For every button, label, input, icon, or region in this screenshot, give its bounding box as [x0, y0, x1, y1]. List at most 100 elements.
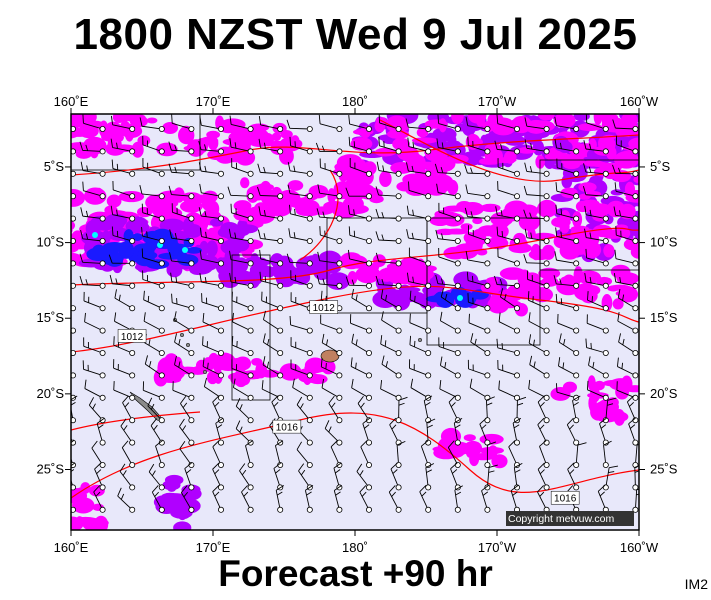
- wind-barb: [420, 440, 432, 468]
- wind-barb: [556, 158, 580, 177]
- wind-barb: [406, 229, 432, 244]
- lon-tick-label: 160˚W: [620, 540, 659, 555]
- wind-barb: [345, 187, 372, 200]
- lat-tick-label: 15˚S: [650, 310, 678, 325]
- wind-barb: [141, 203, 165, 222]
- wind-barb: [406, 162, 432, 177]
- wind-barb: [362, 417, 372, 446]
- wind-barb: [539, 440, 550, 468]
- wind-barb: [229, 250, 254, 267]
- wind-barb: [212, 395, 224, 424]
- wind-barb: [82, 181, 106, 200]
- wind-barb: [171, 203, 195, 222]
- rain-peak: [457, 295, 463, 301]
- wind-barb: [632, 488, 639, 513]
- wind-barb: [554, 116, 580, 133]
- wind-barb: [351, 288, 372, 312]
- wind-barb: [496, 226, 521, 244]
- wind-barb: [613, 273, 639, 289]
- wind-barb: [405, 118, 432, 133]
- wind-barb: [395, 396, 408, 424]
- wind-barb: [80, 229, 106, 244]
- wind-barb: [198, 140, 224, 155]
- wind-barb: [84, 312, 106, 334]
- wind-barb: [407, 137, 432, 155]
- wind-barb: [202, 312, 224, 334]
- wind-barb: [287, 184, 313, 200]
- wind-barb: [71, 327, 76, 334]
- wind-barb: [380, 335, 402, 356]
- wind-barb: [616, 381, 639, 401]
- wind-barb: [618, 333, 639, 356]
- wind-barb: [79, 253, 106, 267]
- wind-barb: [464, 207, 491, 222]
- wind-barb: [232, 378, 254, 401]
- small-island: [202, 369, 208, 375]
- lat-tick-label: 5˚S: [44, 159, 65, 174]
- wind-barb: [71, 126, 76, 132]
- wind-barb: [257, 186, 284, 200]
- small-island: [185, 342, 191, 348]
- wind-barb: [274, 440, 284, 468]
- wind-barb: [390, 462, 402, 491]
- lon-tick-label: 170˚E: [196, 540, 231, 555]
- wind-barb: [406, 272, 432, 289]
- wind-barb: [496, 338, 521, 356]
- wind-barb: [111, 226, 136, 244]
- wind-barb: [375, 252, 402, 267]
- wind-barb: [229, 138, 254, 155]
- wind-barb: [148, 463, 165, 491]
- wind-barb: [113, 381, 136, 401]
- wind-barb: [587, 380, 609, 401]
- wind-barb: [584, 205, 609, 222]
- wind-barb: [263, 310, 284, 334]
- wind-barb: [321, 333, 343, 356]
- wind-barb: [275, 485, 285, 513]
- wind-barb: [527, 291, 550, 312]
- axis-ticks: 160˚E 160˚E 170˚E 170˚E 180˚ 180˚ 170˚W 170˚W 16…: [37, 94, 678, 555]
- wind-barb: [348, 226, 372, 244]
- wind-barb: [617, 288, 639, 312]
- wind-barb: [453, 418, 463, 446]
- wind-barb: [228, 228, 254, 244]
- wind-barb: [230, 203, 254, 222]
- isobar-value: 1012: [121, 332, 144, 343]
- wind-barb: [296, 441, 313, 468]
- wind-barb: [231, 359, 254, 379]
- forecast-label: Forecast +90 hr: [218, 553, 493, 594]
- wind-barb: [537, 462, 550, 491]
- wind-barb: [259, 249, 284, 267]
- wind-barb: [468, 225, 491, 244]
- wind-barb: [287, 161, 313, 177]
- rain-cell: [153, 474, 202, 530]
- wind-barb: [586, 314, 609, 334]
- wind-barb: [288, 228, 313, 244]
- wind-barb: [173, 311, 195, 334]
- wind-barb: [198, 162, 224, 177]
- wind-barb: [111, 159, 136, 177]
- wind-barb: [409, 335, 432, 356]
- wind-barb: [381, 311, 402, 334]
- wind-barb: [464, 164, 491, 177]
- wind-barb: [465, 250, 491, 267]
- wind-barb: [359, 485, 372, 513]
- wind-barb: [199, 116, 224, 133]
- wind-barb: [554, 138, 580, 155]
- isobar: [379, 119, 639, 182]
- wind-barb: [286, 253, 313, 267]
- wind-barb: [229, 115, 254, 133]
- wind-barb: [528, 334, 550, 356]
- wind-barb: [315, 142, 343, 155]
- wind-barb: [88, 397, 106, 424]
- lat-tick-label: 5˚S: [650, 159, 671, 174]
- small-island: [179, 332, 185, 338]
- wind-barb: [117, 487, 136, 513]
- wind-barb: [583, 163, 609, 177]
- wind-barb: [141, 248, 165, 267]
- wind-barb: [212, 440, 224, 468]
- wind-barb: [170, 272, 195, 289]
- wind-barb: [114, 289, 136, 312]
- wind-barb: [467, 293, 491, 312]
- wind-barb: [612, 119, 639, 133]
- wind-barb: [168, 141, 195, 155]
